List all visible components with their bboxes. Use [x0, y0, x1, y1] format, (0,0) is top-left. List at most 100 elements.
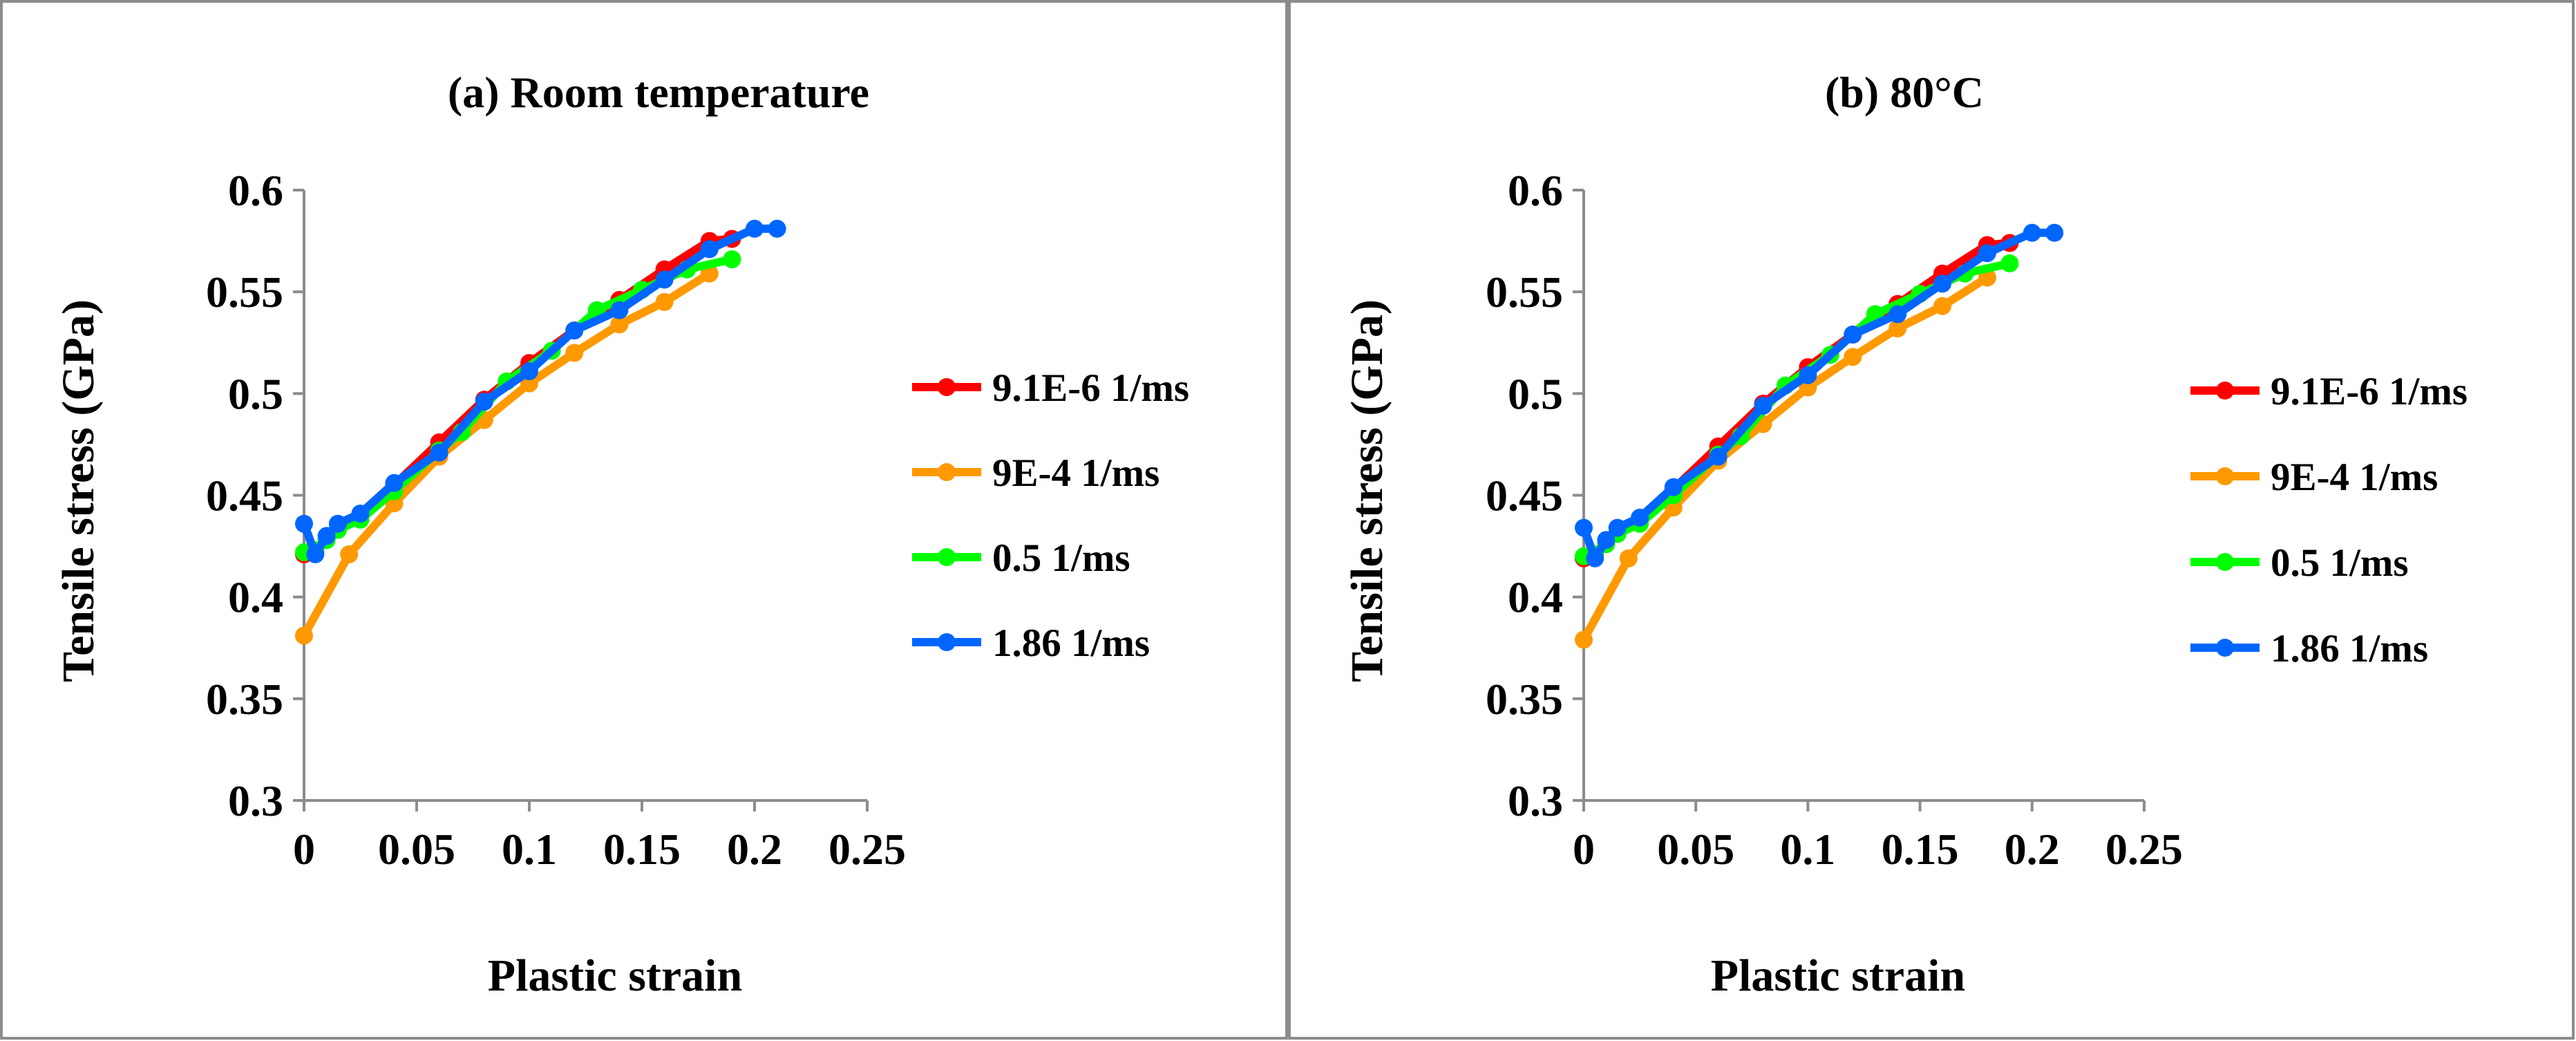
data-point: [2000, 254, 2019, 272]
data-point: [351, 505, 370, 523]
y-tick-label: 0.55: [206, 268, 283, 317]
data-point: [328, 514, 347, 533]
data-point: [1597, 531, 1616, 550]
legend-marker: [2216, 553, 2234, 571]
data-point: [385, 473, 404, 492]
data-point: [1933, 274, 1951, 293]
data-point: [610, 315, 629, 334]
x-tick-label: 0.25: [2105, 825, 2183, 874]
legend-marker: [938, 378, 956, 396]
x-tick-label: 0.15: [603, 825, 681, 874]
legend-label: 9.1E-6 1/ms: [992, 366, 1189, 410]
legend-label: 9E-4 1/ms: [2271, 456, 2438, 499]
data-point: [340, 545, 359, 563]
data-point: [1586, 549, 1604, 568]
series-group: [1575, 223, 2064, 649]
y-tick-label: 0.4: [228, 573, 283, 622]
data-point: [768, 219, 786, 238]
data-point: [2023, 223, 2041, 242]
data-point: [1575, 518, 1593, 537]
data-point: [565, 344, 584, 362]
chart-panel-a: (a) Room temperature 0.30.350.40.450.50.…: [53, 68, 1189, 1001]
y-tick-group: 0.3 0.35 0.4 0.45 0.5 0.55 0.6: [206, 166, 304, 825]
y-tick-label: 0.6: [228, 166, 283, 215]
data-point: [1664, 478, 1683, 496]
data-point: [746, 219, 764, 238]
data-point: [306, 545, 325, 563]
series-group: [295, 219, 786, 645]
x-tick-group: 0 0.05 0.1 0.15 0.2 0.25: [1573, 800, 2183, 874]
y-tick-label: 0.35: [206, 675, 283, 724]
data-point: [1933, 297, 1951, 315]
data-point: [1619, 549, 1638, 568]
x-tick-label: 0: [1573, 825, 1595, 874]
legend-label: 9.1E-6 1/ms: [2271, 370, 2468, 413]
data-point: [655, 270, 674, 289]
data-point: [430, 443, 448, 462]
chart-title: (b) 80°C: [1825, 68, 1984, 117]
x-tick-label: 0.05: [1657, 825, 1734, 874]
y-tick-label: 0.6: [1508, 166, 1563, 215]
x-tick-group: 0 0.05 0.1 0.15 0.2 0.25: [293, 800, 906, 874]
legend-marker: [2216, 382, 2234, 400]
data-point: [565, 321, 584, 340]
legend: 9.1E-6 1/ms 9E-4 1/ms 0.5 1/ms 1.86 1/ms: [2190, 370, 2468, 670]
data-point: [700, 240, 719, 259]
legend-marker: [938, 548, 956, 566]
legend-marker: [938, 463, 956, 481]
x-tick-label: 0.2: [727, 825, 782, 874]
legend-label: 9E-4 1/ms: [992, 451, 1159, 495]
x-tick-label: 0: [293, 825, 315, 874]
y-tick-label: 0.35: [1486, 675, 1563, 724]
x-tick-label: 0.1: [1780, 825, 1835, 874]
y-tick-label: 0.5: [228, 369, 283, 418]
y-tick-group: 0.3 0.35 0.4 0.45 0.5 0.55 0.6: [1486, 166, 1584, 825]
series-line: [1580, 273, 1991, 644]
legend-label: 1.86 1/ms: [992, 621, 1150, 665]
x-axis-title: Plastic strain: [1711, 950, 1965, 1001]
x-tick-label: 0.15: [1882, 825, 1959, 874]
y-tick-label: 0.5: [1508, 369, 1563, 418]
x-axis-title: Plastic strain: [488, 950, 742, 1001]
y-axis-title: Tensile stress (GPa): [1342, 299, 1392, 682]
data-point: [317, 527, 336, 545]
legend-label: 1.86 1/ms: [2271, 627, 2428, 670]
data-point: [475, 393, 493, 411]
y-tick-label: 0.3: [1508, 776, 1563, 825]
data-point: [1754, 397, 1772, 415]
data-point: [655, 292, 674, 311]
data-point: [1608, 518, 1627, 537]
legend: 9.1E-6 1/ms 9E-4 1/ms 0.5 1/ms 1.86 1/ms: [912, 366, 1189, 665]
legend-label: 0.5 1/ms: [992, 536, 1130, 580]
y-tick-label: 0.45: [206, 471, 283, 520]
data-point: [1575, 630, 1593, 649]
y-axis-title: Tensile stress (GPa): [53, 299, 104, 682]
chart-title: (a) Room temperature: [448, 68, 869, 117]
legend-marker: [938, 633, 956, 651]
y-tick-label: 0.4: [1508, 573, 1563, 622]
x-tick-label: 0.1: [502, 825, 557, 874]
legend-marker: [2216, 639, 2234, 657]
data-point: [1631, 508, 1649, 527]
data-point: [723, 250, 741, 269]
panel-frame-b: [1288, 0, 2575, 1040]
series-line: [300, 269, 714, 640]
data-point: [295, 514, 313, 533]
x-tick-label: 0.25: [828, 825, 906, 874]
panel-frame-a: [0, 0, 1288, 1040]
data-point: [1844, 348, 1862, 366]
x-tick-label: 0.05: [378, 825, 455, 874]
y-tick-label: 0.55: [1486, 268, 1563, 317]
data-point: [520, 362, 538, 380]
data-point: [1888, 319, 1907, 338]
data-point: [2045, 223, 2064, 242]
legend-marker: [2216, 467, 2234, 485]
y-tick-label: 0.45: [1486, 471, 1563, 520]
legend-label: 0.5 1/ms: [2271, 541, 2409, 585]
data-point: [1978, 244, 1996, 263]
data-point: [295, 626, 313, 645]
data-point: [1844, 326, 1862, 344]
data-point: [1799, 366, 1817, 384]
x-tick-label: 0.2: [2005, 825, 2060, 874]
